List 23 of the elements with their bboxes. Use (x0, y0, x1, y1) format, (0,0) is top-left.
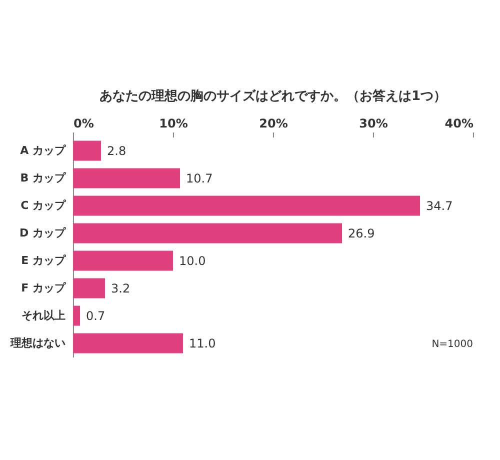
y-tick-label: A カップ (20, 144, 66, 157)
data-label: 2.8 (107, 144, 126, 158)
data-label: 11.0 (189, 336, 216, 350)
chart-title: あなたの理想の胸のサイズはどれですか。（お答えは1つ） (99, 88, 447, 104)
data-label: 10.0 (179, 254, 206, 268)
x-tick-label: 0% (74, 116, 94, 130)
data-label: 34.7 (426, 198, 453, 213)
y-tick-label: 理想はない (10, 336, 66, 350)
y-tick-label: C カップ (20, 198, 66, 212)
y-tick-label: D カップ (20, 226, 66, 240)
y-tick-label: F カップ (21, 281, 66, 294)
x-tick-label: 30% (359, 116, 388, 130)
annotation: N=1000 (432, 339, 473, 350)
y-tick-label: それ以上 (22, 308, 66, 322)
x-tick-label: 40% (444, 116, 474, 130)
data-label: 3.2 (111, 281, 130, 296)
x-tick-label: 20% (259, 116, 288, 130)
x-tick-label: 10% (159, 116, 188, 130)
data-label: 26.9 (348, 226, 375, 240)
y-tick-label: B カップ (20, 171, 66, 184)
data-label: 0.7 (86, 308, 106, 323)
data-label: 10.7 (186, 171, 213, 186)
y-tick-label: E カップ (21, 254, 66, 267)
